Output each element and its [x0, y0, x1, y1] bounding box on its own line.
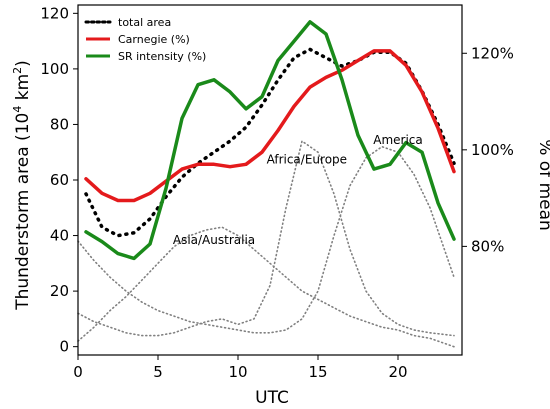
- y-left-tick-label-40: 40: [50, 227, 69, 245]
- annotation-asia-australia: Asia/Australia: [173, 233, 255, 247]
- y-left-tick-label-100: 100: [40, 60, 69, 78]
- y-left-label-main: Thunderstorm area (10: [13, 113, 33, 311]
- x-tick-label-5: 5: [153, 363, 163, 381]
- axis-layer: 0 5 10 15 20 0 20 40 60 80 100 120 80% 100% 120%: [40, 4, 514, 381]
- y-right-tick-label-80: 80%: [471, 237, 504, 255]
- y-left-label-sup: 4: [11, 106, 24, 113]
- series-line-asia-australia: [77, 226, 455, 348]
- y-right-tick-label-120: 120%: [471, 44, 514, 62]
- series-line-america: [77, 145, 455, 334]
- x-tick-label-15: 15: [308, 363, 327, 381]
- plot-layer: [77, 20, 456, 348]
- y-right-tick-label-100: 100%: [471, 141, 514, 159]
- y-left-tick-label-60: 60: [50, 171, 69, 189]
- x-tick-label-20: 20: [388, 363, 407, 381]
- y-left-tick-label-20: 20: [50, 282, 69, 300]
- y-left-tick-label-80: 80: [50, 115, 69, 133]
- legend-label-total-area: total area: [118, 16, 171, 29]
- series-line-sr-intensity: [84, 20, 456, 261]
- x-tick-label-10: 10: [228, 363, 247, 381]
- x-tick-label-0: 0: [73, 363, 83, 381]
- y-left-label-unit: km: [13, 74, 33, 106]
- legend-label-sr-intensity: SR intensity (%): [118, 50, 206, 63]
- y-left-tick-label-0: 0: [59, 338, 69, 356]
- series-line-africa-europe: [77, 140, 455, 337]
- legend: total area Carnegie (%) SR intensity (%): [84, 16, 206, 63]
- annotation-america: America: [373, 133, 423, 147]
- x-axis-label: UTC: [255, 388, 289, 408]
- legend-label-carnegie: Carnegie (%): [118, 33, 190, 46]
- y-left-label-close: ): [13, 60, 33, 67]
- series-line-carnegie: [84, 49, 456, 203]
- annotation-africa-europe: Africa/Europe: [267, 152, 347, 166]
- y-axis-right-label: % of mean: [535, 139, 550, 231]
- y-axis-left-label: Thunderstorm area (104 km2): [11, 60, 33, 311]
- y-left-tick-label-120: 120: [40, 4, 69, 22]
- y-left-label-sup2: 2: [11, 67, 24, 74]
